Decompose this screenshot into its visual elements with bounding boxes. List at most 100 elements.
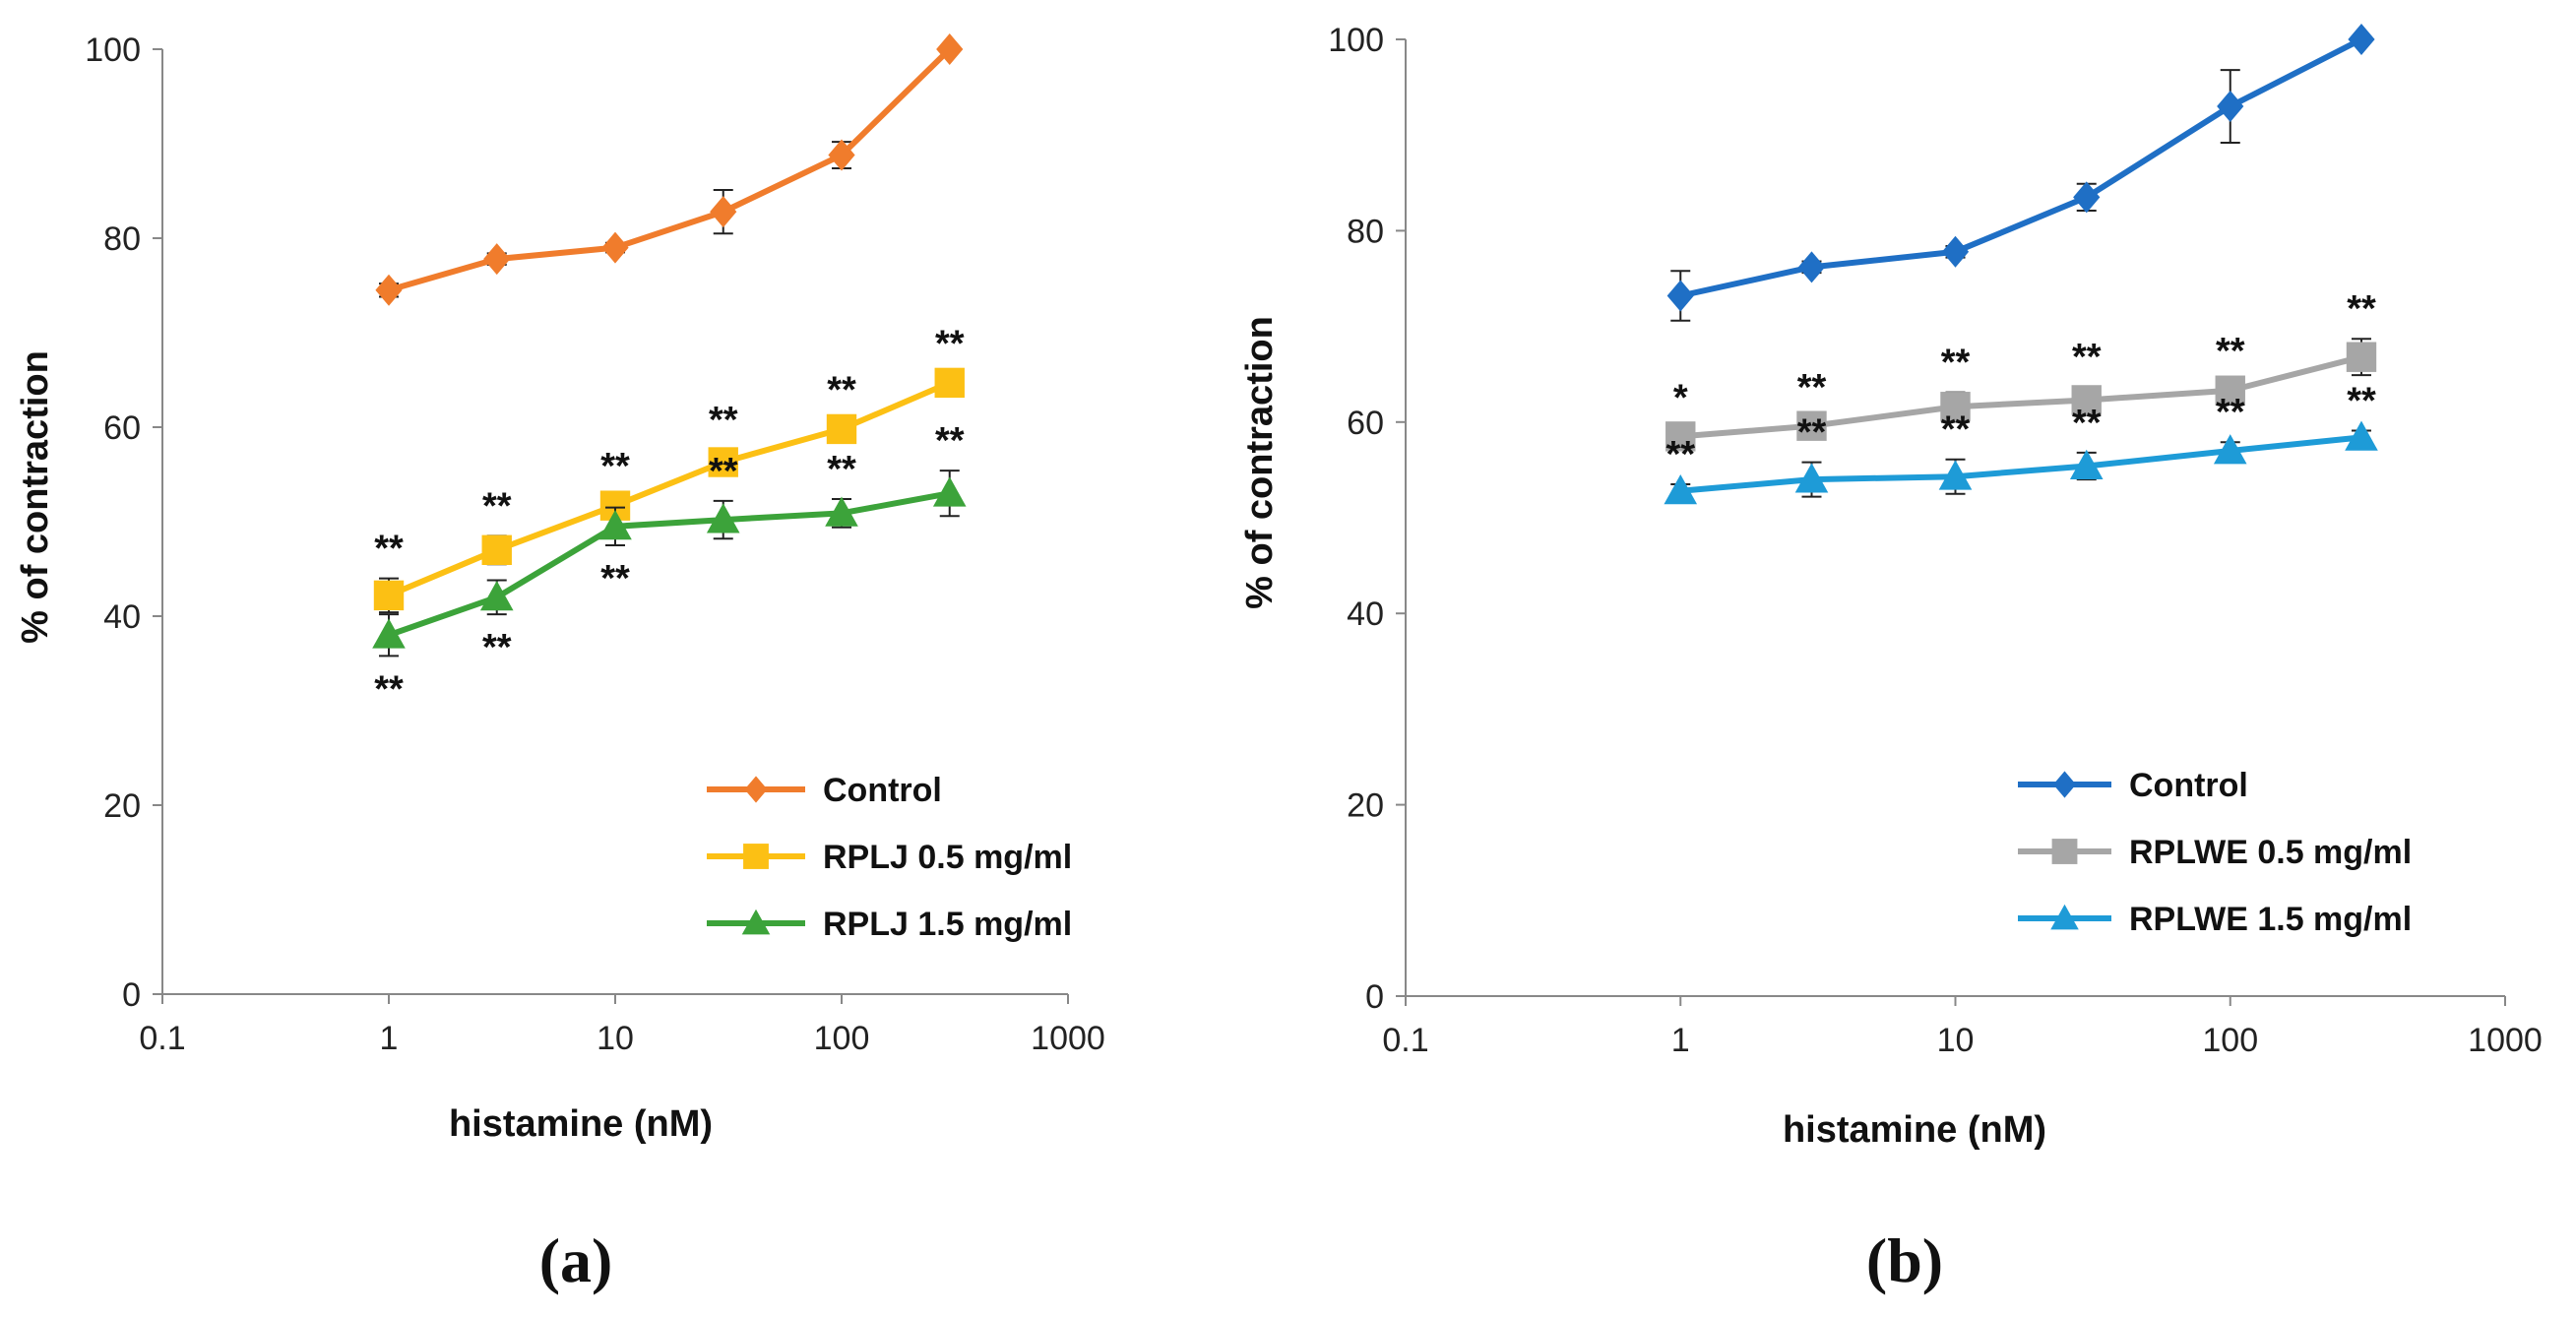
y-tick-label: 100 <box>1328 22 1384 59</box>
legend-item: Control <box>2018 767 2248 804</box>
legend-item: RPLWE 0.5 mg/ml <box>2018 834 2412 871</box>
significance-label: * <box>1673 378 1688 419</box>
data-point <box>2213 434 2247 465</box>
data-point <box>2345 420 2378 451</box>
data-point <box>1940 392 1971 422</box>
x-tick-label: 1000 <box>2468 1022 2543 1059</box>
significance-label: ** <box>2347 381 2376 422</box>
legend-marker <box>743 844 769 869</box>
series-line <box>388 490 951 639</box>
significance-label: ** <box>482 485 512 527</box>
significance-label: ** <box>1797 412 1827 454</box>
panel-b-legend: Control RPLWE 0.5 mg/ml RPLWE 1.5 mg/ml <box>2018 767 2412 938</box>
data-point <box>936 33 964 65</box>
legend-label: RPLJ 1.5 mg/ml <box>823 906 1072 943</box>
x-tick-label: 1 <box>1671 1022 1690 1059</box>
significance-label: ** <box>600 446 630 487</box>
data-point <box>1664 473 1698 505</box>
legend-label: Control <box>2129 767 2248 804</box>
data-point <box>710 196 737 228</box>
panel-a-y-axis-label: % of contraction <box>15 350 56 644</box>
y-tick-label: 80 <box>103 220 141 258</box>
data-point <box>598 510 632 540</box>
series-line <box>1679 434 2362 494</box>
data-point <box>483 243 511 276</box>
x-tick-label: 1 <box>380 1020 399 1057</box>
data-point <box>1796 410 1827 441</box>
panel-b-label: (b) <box>1866 1225 1943 1295</box>
panel-b-y-axis-label: % of contraction <box>1239 316 1281 609</box>
data-point <box>1666 280 1694 312</box>
significance-label: ** <box>600 558 630 599</box>
x-tick-label: 10 <box>597 1020 634 1057</box>
panel-b-marks: * **** ** ******** ** ** ** ** <box>1664 24 2378 505</box>
data-point <box>708 447 738 477</box>
y-tick-label: 20 <box>103 787 141 825</box>
data-point <box>1938 460 1973 490</box>
legend-marker <box>744 776 768 803</box>
data-point <box>481 534 512 565</box>
data-point <box>479 581 514 611</box>
legend-marker <box>741 909 771 935</box>
significance-label: ** <box>1797 367 1827 408</box>
legend-item: RPLWE 1.5 mg/ml <box>2018 901 2412 938</box>
y-tick-label: 40 <box>1347 596 1384 633</box>
series-line <box>388 46 952 293</box>
significance-label: ** <box>935 323 965 364</box>
y-tick-label: 100 <box>85 31 141 69</box>
panel-a-legend: Control RPLJ 0.5 mg/ml RPLJ 1.5 mg/ml <box>707 772 1072 943</box>
y-tick-label: 20 <box>1347 787 1384 825</box>
significance-label: ** <box>1665 434 1695 475</box>
data-point <box>1794 463 1829 493</box>
y-tick-label: 60 <box>1347 405 1384 442</box>
significance-label: ** <box>2072 337 2102 378</box>
panel-b-axes: 0 20 40 60 80 100 0.1 1 10 100 1000 <box>1328 22 2543 1059</box>
significance-label: ** <box>709 451 738 492</box>
x-tick-label: 100 <box>814 1020 870 1057</box>
legend-label: RPLJ 0.5 mg/ml <box>823 839 1072 876</box>
data-point <box>826 413 857 445</box>
y-tick-label: 40 <box>103 598 141 636</box>
data-point <box>1665 421 1696 452</box>
significance-label: ** <box>935 420 965 462</box>
legend-label: Control <box>823 772 942 809</box>
panel-a-x-axis-label: histamine (nM) <box>449 1103 713 1145</box>
data-point <box>2348 24 2375 55</box>
data-point <box>934 367 965 399</box>
series-line <box>387 380 951 598</box>
data-point <box>828 139 855 171</box>
x-tick-label: 1000 <box>1031 1020 1105 1057</box>
data-point <box>2073 181 2101 214</box>
panel-a-label: (a) <box>539 1225 613 1295</box>
data-point <box>375 274 403 306</box>
data-point <box>2071 385 2102 415</box>
x-tick-label: 0.1 <box>139 1020 185 1057</box>
significance-label: ** <box>1941 409 1971 451</box>
legend-label: RPLWE 1.5 mg/ml <box>2129 901 2412 938</box>
significance-label: ** <box>1941 343 1971 384</box>
data-point <box>932 476 967 507</box>
y-tick-label: 80 <box>1347 213 1384 250</box>
legend-marker <box>2052 771 2077 798</box>
significance-label: ** <box>709 400 738 441</box>
data-point <box>1941 235 1970 268</box>
y-tick-label: 0 <box>122 976 141 1014</box>
legend-item: RPLJ 0.5 mg/ml <box>707 839 1072 876</box>
data-point <box>825 496 858 527</box>
significance-label: ** <box>374 529 404 570</box>
data-point <box>706 503 740 533</box>
legend-marker <box>2050 904 2079 930</box>
y-tick-label: 0 <box>1365 978 1384 1016</box>
x-tick-label: 100 <box>2202 1022 2258 1059</box>
significance-label: ** <box>827 369 856 410</box>
data-point <box>373 580 405 611</box>
significance-label: ** <box>827 449 856 490</box>
x-tick-label: 0.1 <box>1382 1022 1428 1059</box>
data-point <box>2217 91 2244 123</box>
legend-label: RPLWE 0.5 mg/ml <box>2129 834 2412 871</box>
significance-label: ** <box>374 668 404 710</box>
x-tick-label: 10 <box>1937 1022 1975 1059</box>
